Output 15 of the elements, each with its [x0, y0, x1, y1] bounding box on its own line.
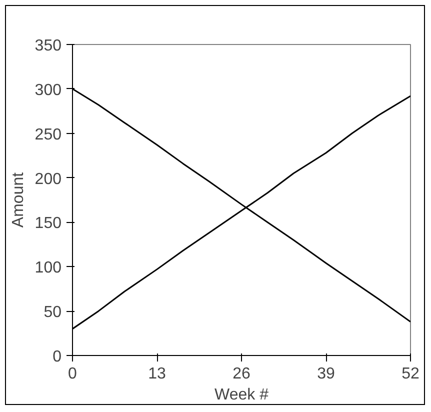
- y-tick-label: 250: [34, 126, 62, 144]
- x-tick-label: 52: [402, 366, 420, 382]
- y-tick-label: 350: [34, 38, 62, 54]
- x-tick-label: 0: [68, 366, 78, 382]
- x-tick-label: 39: [317, 366, 335, 382]
- x-tick-label: 13: [148, 366, 166, 382]
- y-tick-label: 300: [34, 82, 62, 99]
- x-tick-label: 26: [232, 366, 250, 382]
- y-tick-label: 200: [34, 170, 62, 188]
- y-tick-label: 0: [52, 348, 62, 366]
- y-axis-title: Amount: [10, 172, 27, 228]
- y-tick-label: 50: [44, 304, 62, 322]
- y-tick-label: 100: [34, 260, 62, 277]
- x-axis-title: Week #: [214, 386, 269, 404]
- y-tick-label: 150: [34, 215, 62, 232]
